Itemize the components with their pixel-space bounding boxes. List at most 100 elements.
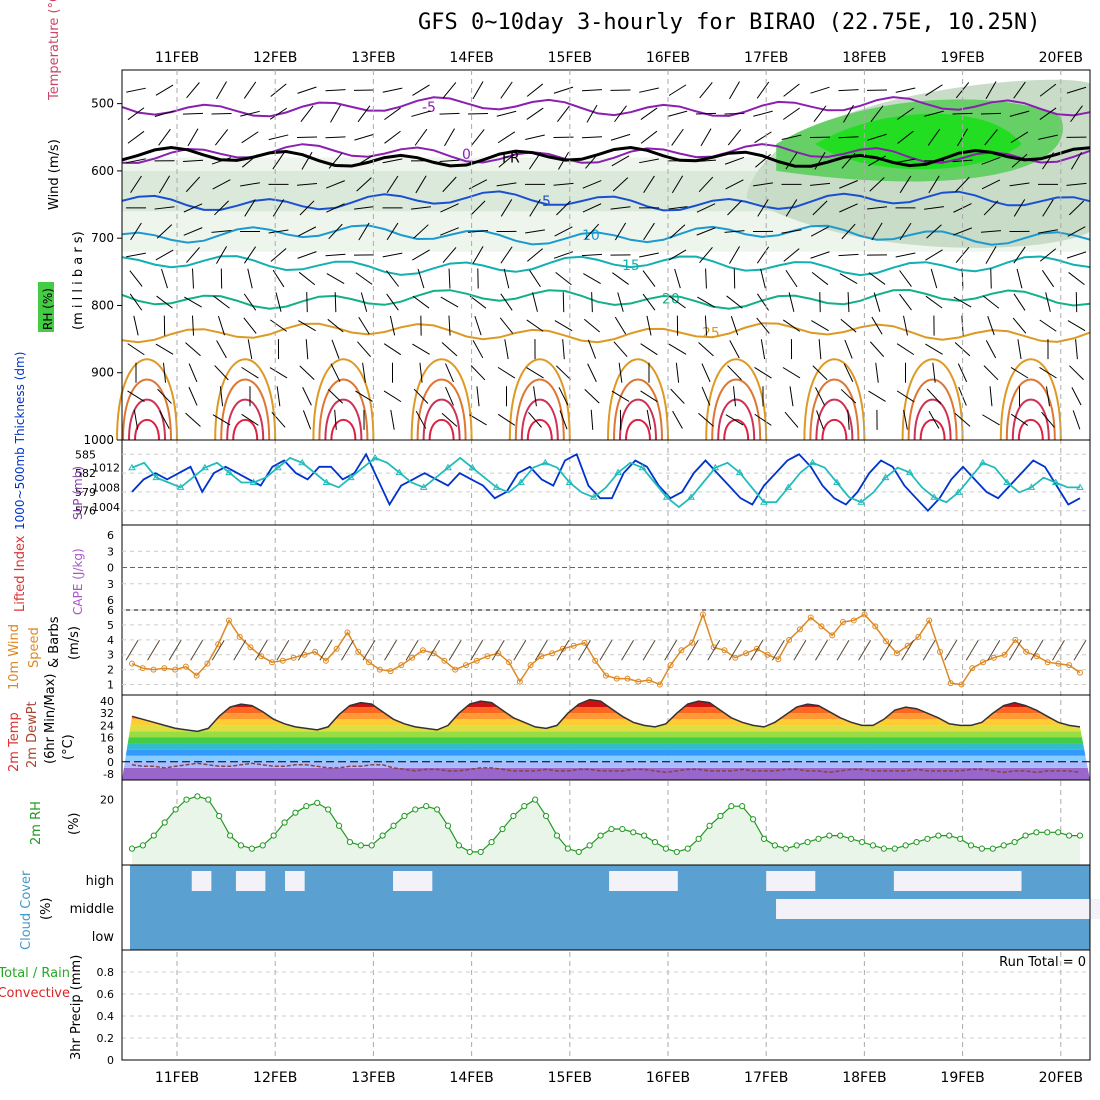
wind10-point (893, 650, 900, 657)
boundary-layer-contour (416, 378, 467, 441)
wind-barb (1039, 319, 1057, 332)
isotherm-label: FR (502, 150, 520, 166)
wind10-point (936, 648, 943, 655)
rh2m-point (314, 799, 321, 806)
wind10-point (570, 642, 577, 649)
pressure-tick-label: 800 (91, 298, 114, 312)
day-label-bottom: 16FEB (646, 1070, 690, 1086)
isotherm-line (121, 288, 1091, 310)
rh2m-point (989, 845, 996, 852)
wind-barb (386, 293, 399, 311)
wind-barb (701, 386, 711, 406)
rh2m-point (281, 819, 288, 826)
wind-barb (334, 409, 337, 430)
rh2m-point (335, 822, 343, 829)
wind-barb (697, 296, 715, 308)
wind-barb (582, 203, 602, 213)
wind-barb (330, 363, 341, 382)
rh2m-area (132, 796, 1080, 865)
wind-barb (386, 175, 399, 194)
wind-barb (987, 316, 995, 336)
wind-barb (698, 342, 714, 357)
rh2m-point (1066, 832, 1073, 839)
wind-barb (671, 175, 684, 194)
slp-marker (152, 473, 161, 481)
temp2m-tick-label: 8 (107, 744, 114, 757)
slp-marker (371, 453, 379, 461)
boundary-layer-contour (220, 378, 271, 441)
rh2m-point (848, 835, 855, 842)
wind10-point (419, 647, 426, 654)
wind-barb (243, 81, 257, 99)
wind10-series (131, 612, 1081, 686)
wind-barb (1066, 86, 1087, 94)
day-label-top: 14FEB (449, 50, 493, 66)
wind-barb (984, 129, 998, 146)
cloud-level-label: high (86, 874, 114, 889)
wind10-point (290, 654, 297, 661)
wind-barb (157, 388, 172, 404)
wind-barb (412, 295, 430, 309)
wind-barb (126, 87, 146, 93)
wind-barb (299, 200, 315, 216)
wind-barb (244, 199, 256, 217)
rh2m-point (434, 806, 441, 813)
wind-barb (668, 249, 687, 261)
wind10-barb (1008, 640, 1022, 661)
wind-barb (216, 81, 227, 100)
wind10-barb (254, 640, 268, 661)
rh2m-point (292, 809, 299, 816)
slp-marker (298, 458, 307, 466)
day-label-bottom: 17FEB (744, 1070, 788, 1086)
wind10-barb (621, 640, 634, 661)
rh2m-point (542, 812, 550, 820)
wind10-point (1023, 648, 1030, 655)
wind-barb (696, 227, 716, 236)
slp-marker (833, 478, 841, 485)
wind-barb (1075, 339, 1078, 360)
wind-barb (471, 129, 485, 146)
wind-barb (469, 414, 487, 426)
wind-barb (268, 229, 289, 234)
boundary-layer-contour (410, 358, 473, 441)
boundary-layer-contour (1005, 378, 1056, 441)
rh2m-point (444, 822, 452, 829)
wind-barb (127, 343, 145, 356)
wind-barb (445, 363, 454, 383)
cloud-clear-block (766, 871, 816, 891)
wind-barb (298, 320, 316, 332)
li-tick-label: 3 (107, 545, 114, 558)
wind-barb (414, 128, 428, 146)
wind-barb (727, 129, 742, 146)
wind-barb (439, 112, 460, 115)
wind10-barb (987, 640, 1001, 661)
wind-barb (809, 182, 831, 186)
wind-barb (810, 251, 830, 259)
slp-marker (176, 483, 185, 490)
wind-barb (562, 339, 565, 360)
wind-barb (441, 412, 458, 427)
wind-barb (729, 81, 740, 100)
wind10-point (764, 651, 771, 658)
wind-barb (442, 247, 457, 263)
boundary-layer-contour (607, 358, 669, 441)
slp-marker (1076, 483, 1084, 490)
thickness-tick-label: 585 (75, 448, 96, 461)
wind-barb (591, 292, 593, 313)
wind-barb (925, 343, 943, 355)
wind-barb (928, 410, 940, 429)
wind10-point (581, 639, 588, 646)
wind-barb (586, 104, 598, 123)
wind-barb (757, 293, 769, 311)
precip-frame (121, 949, 1091, 1061)
wind-barb (899, 175, 912, 194)
wind-barb (868, 390, 886, 402)
wind-barb (1072, 410, 1081, 430)
cloud-clear-block (285, 871, 305, 891)
wind-barb (270, 248, 287, 262)
wind10-point (732, 654, 739, 661)
wind-barb (818, 339, 822, 360)
temp-fill-group (122, 699, 1090, 780)
boundary-layer-contour (711, 378, 762, 441)
rh2m-point (1076, 832, 1084, 839)
